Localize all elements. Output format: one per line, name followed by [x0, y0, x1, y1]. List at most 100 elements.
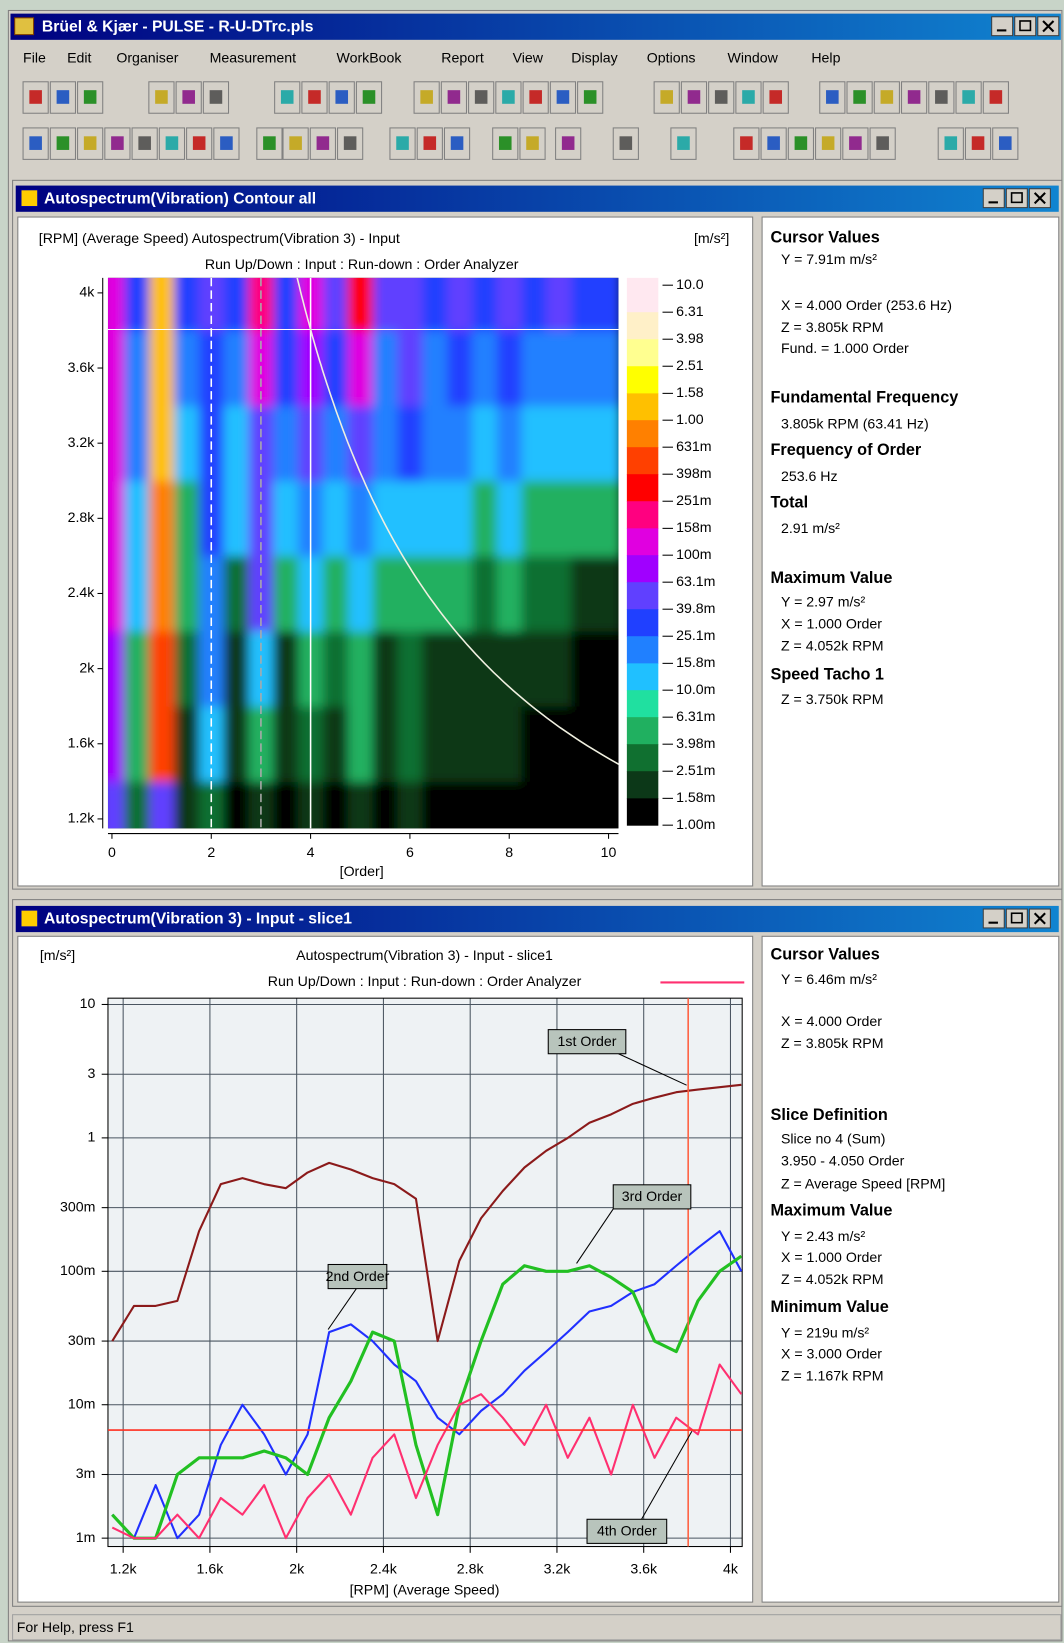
window-control[interactable] [1005, 188, 1028, 209]
window-control[interactable] [982, 188, 1005, 209]
colorbar-band [626, 366, 659, 394]
colorbar-label: 2.51 [676, 357, 704, 373]
heat-cell [596, 277, 619, 331]
colorbar-band [626, 609, 659, 637]
menu-item[interactable]: WorkBook [336, 49, 402, 65]
annotation-label: 4th Order [597, 1523, 657, 1539]
panel-line: X = 4.000 Order [781, 1013, 882, 1029]
button-icon [794, 136, 808, 150]
window-control[interactable] [1014, 16, 1037, 37]
colorbar-band [626, 420, 659, 448]
panel-line: Z = 3.805k RPM [781, 1035, 884, 1051]
heat-cell [397, 330, 423, 407]
heat-cell [596, 555, 619, 632]
panel-line: X = 1.000 Order [781, 616, 882, 632]
x-axis-label: [Order] [340, 863, 384, 879]
y-tick-label: 2k [79, 659, 95, 675]
menu-item[interactable]: Edit [67, 49, 91, 65]
panel-heading: Maximum Value [770, 569, 892, 587]
panel-heading: Fundamental Frequency [770, 389, 958, 407]
heat-cell [323, 706, 349, 782]
toolbar-button[interactable] [256, 127, 283, 160]
heat-cell [571, 555, 597, 632]
heat-cell [149, 555, 175, 632]
panel-heading: Slice Definition [770, 1106, 887, 1124]
unit-label: [m/s²] [694, 230, 729, 246]
colorbar-band [626, 717, 659, 745]
heat-cell [546, 480, 572, 557]
colorbar-band [626, 663, 659, 691]
panel-line: Z = 3.805k RPM [781, 319, 884, 335]
y-tick-label: 3.6k [68, 359, 96, 375]
heat-cell [372, 330, 399, 407]
heatmap [107, 277, 619, 829]
annotation-box [547, 1029, 627, 1055]
heat-cell [422, 330, 448, 407]
window-control[interactable] [1005, 908, 1028, 929]
heat-cell [422, 480, 448, 557]
heat-cell [521, 631, 547, 707]
window-control[interactable] [991, 16, 1014, 37]
panel-line: Z = 3.750k RPM [781, 691, 884, 707]
colorbar-band [626, 393, 659, 421]
toolbar-button[interactable] [22, 81, 49, 114]
menu-item[interactable]: Report [441, 49, 484, 65]
button-icon [362, 90, 376, 104]
heat-cell [521, 330, 547, 407]
child-icon [20, 189, 39, 208]
status-text: For Help, press F1 [17, 1619, 134, 1635]
heat-cell [149, 781, 175, 829]
button-icon [111, 136, 124, 150]
button-icon [220, 136, 233, 150]
button-icon [155, 90, 168, 104]
heat-cell [546, 555, 572, 632]
panel-line: 253.6 Hz [781, 468, 838, 484]
toolbar-button[interactable] [309, 127, 336, 160]
heat-cell [273, 405, 299, 482]
toolbar-button[interactable] [104, 127, 131, 160]
heat-cell [347, 781, 374, 829]
button-icon [677, 136, 690, 150]
y-tick-label: 3 [88, 1065, 96, 1081]
heat-cell [447, 277, 473, 331]
toolbar-button[interactable] [680, 81, 708, 114]
heat-cell [546, 277, 572, 331]
x-tick-label: 6 [406, 844, 414, 860]
button-icon [714, 90, 728, 104]
button-icon [556, 90, 570, 104]
x-tick-label: 2.4k [370, 1560, 398, 1576]
colorbar-band [626, 744, 659, 772]
button-icon [29, 136, 42, 150]
cursor-panel [761, 935, 1060, 1603]
menu-item[interactable]: Window [728, 49, 779, 65]
menu-item[interactable]: Organiser [116, 49, 178, 65]
heat-cell [174, 631, 200, 707]
menu-item[interactable]: Help [811, 49, 840, 65]
heat-cell [372, 405, 399, 482]
menu-item[interactable]: View [513, 49, 544, 65]
y-tick-label: 30m [68, 1332, 96, 1348]
heat-cell [124, 781, 150, 829]
heat-cell [447, 405, 473, 482]
annotation-box [327, 1263, 388, 1290]
toolbar-button[interactable] [787, 127, 814, 160]
menu-item[interactable]: Measurement [210, 49, 297, 65]
heat-cell [223, 706, 250, 782]
menu-item[interactable]: File [23, 49, 46, 65]
child-title-bar [15, 905, 1059, 933]
heat-cell [124, 631, 150, 707]
heat-cell [124, 706, 150, 782]
colorbar-band [626, 582, 659, 610]
menu-item[interactable]: Display [571, 49, 618, 65]
button-icon [821, 136, 835, 150]
panel-line: Slice no 4 (Sum) [781, 1130, 886, 1146]
y-tick-label: 10 [80, 995, 96, 1011]
panel-line: Fund. = 1.000 Order [781, 340, 909, 356]
heat-cell [347, 706, 374, 782]
heat-cell [571, 277, 597, 331]
heat-cell [471, 480, 498, 557]
window-control[interactable] [982, 908, 1005, 929]
button-icon [876, 136, 889, 150]
menu-item[interactable]: Options [647, 49, 696, 65]
heat-cell [546, 405, 572, 482]
